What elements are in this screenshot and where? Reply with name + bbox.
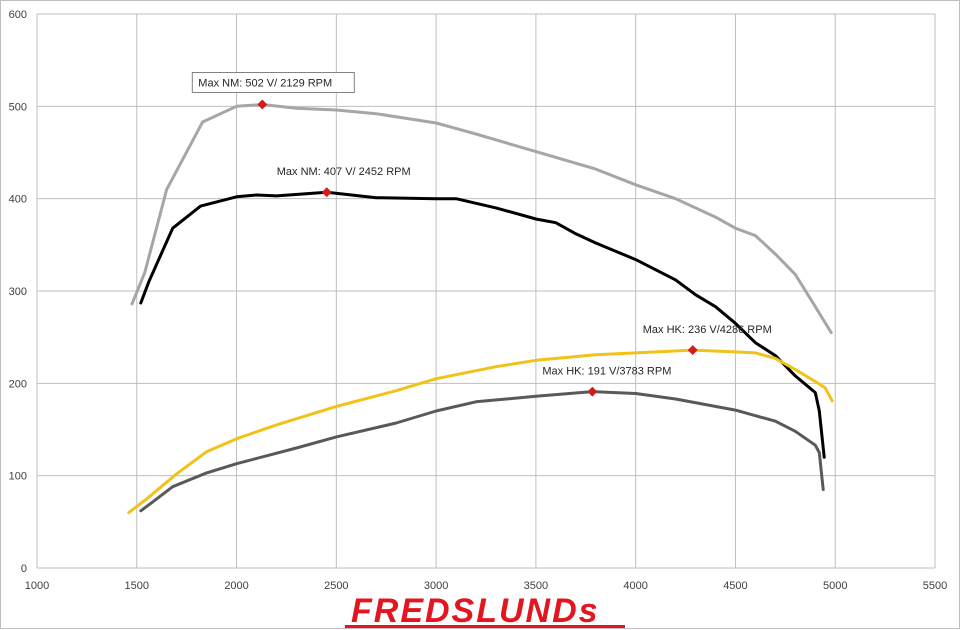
x-tick-label: 1000 <box>25 580 49 592</box>
x-tick-label: 5000 <box>823 580 847 592</box>
logo-underline <box>345 625 625 628</box>
x-tick-label: 5500 <box>923 580 947 592</box>
y-tick-label: 200 <box>9 378 27 390</box>
series-line-2 <box>139 190 826 459</box>
x-tick-label: 3000 <box>424 580 448 592</box>
y-tick-label: 400 <box>9 194 27 206</box>
max-marker <box>257 99 268 110</box>
series-line-3 <box>127 348 834 515</box>
logo-text: FREDSLUNDs <box>351 592 600 630</box>
y-tick-label: 0 <box>21 563 27 575</box>
annotation-box <box>191 71 355 93</box>
x-tick-label: 1500 <box>125 580 149 592</box>
max-marker <box>587 386 598 397</box>
fredslunds-logo: FREDSLUNDs <box>345 592 635 630</box>
annotation-label: Max HK: 191 V/3783 RPM <box>542 366 671 378</box>
max-marker <box>687 345 698 356</box>
annotation-label: Max NM: 502 V/ 2129 RPM <box>198 77 332 89</box>
y-tick-label: 100 <box>9 471 27 483</box>
series-line-4 <box>139 390 825 513</box>
x-tick-label: 2000 <box>224 580 248 592</box>
y-tick-label: 500 <box>9 101 27 113</box>
x-tick-label: 4500 <box>723 580 747 592</box>
max-marker <box>321 187 332 198</box>
y-tick-label: 300 <box>9 286 27 298</box>
y-tick-label: 600 <box>9 9 27 21</box>
x-tick-label: 2500 <box>324 580 348 592</box>
x-tick-label: 3500 <box>524 580 548 592</box>
series-line-1 <box>130 103 833 335</box>
annotation-label: Max HK: 236 V/4286 RPM <box>643 324 772 336</box>
x-tick-label: 4000 <box>623 580 647 592</box>
annotation-label: Max NM: 407 V/ 2452 RPM <box>277 166 411 178</box>
